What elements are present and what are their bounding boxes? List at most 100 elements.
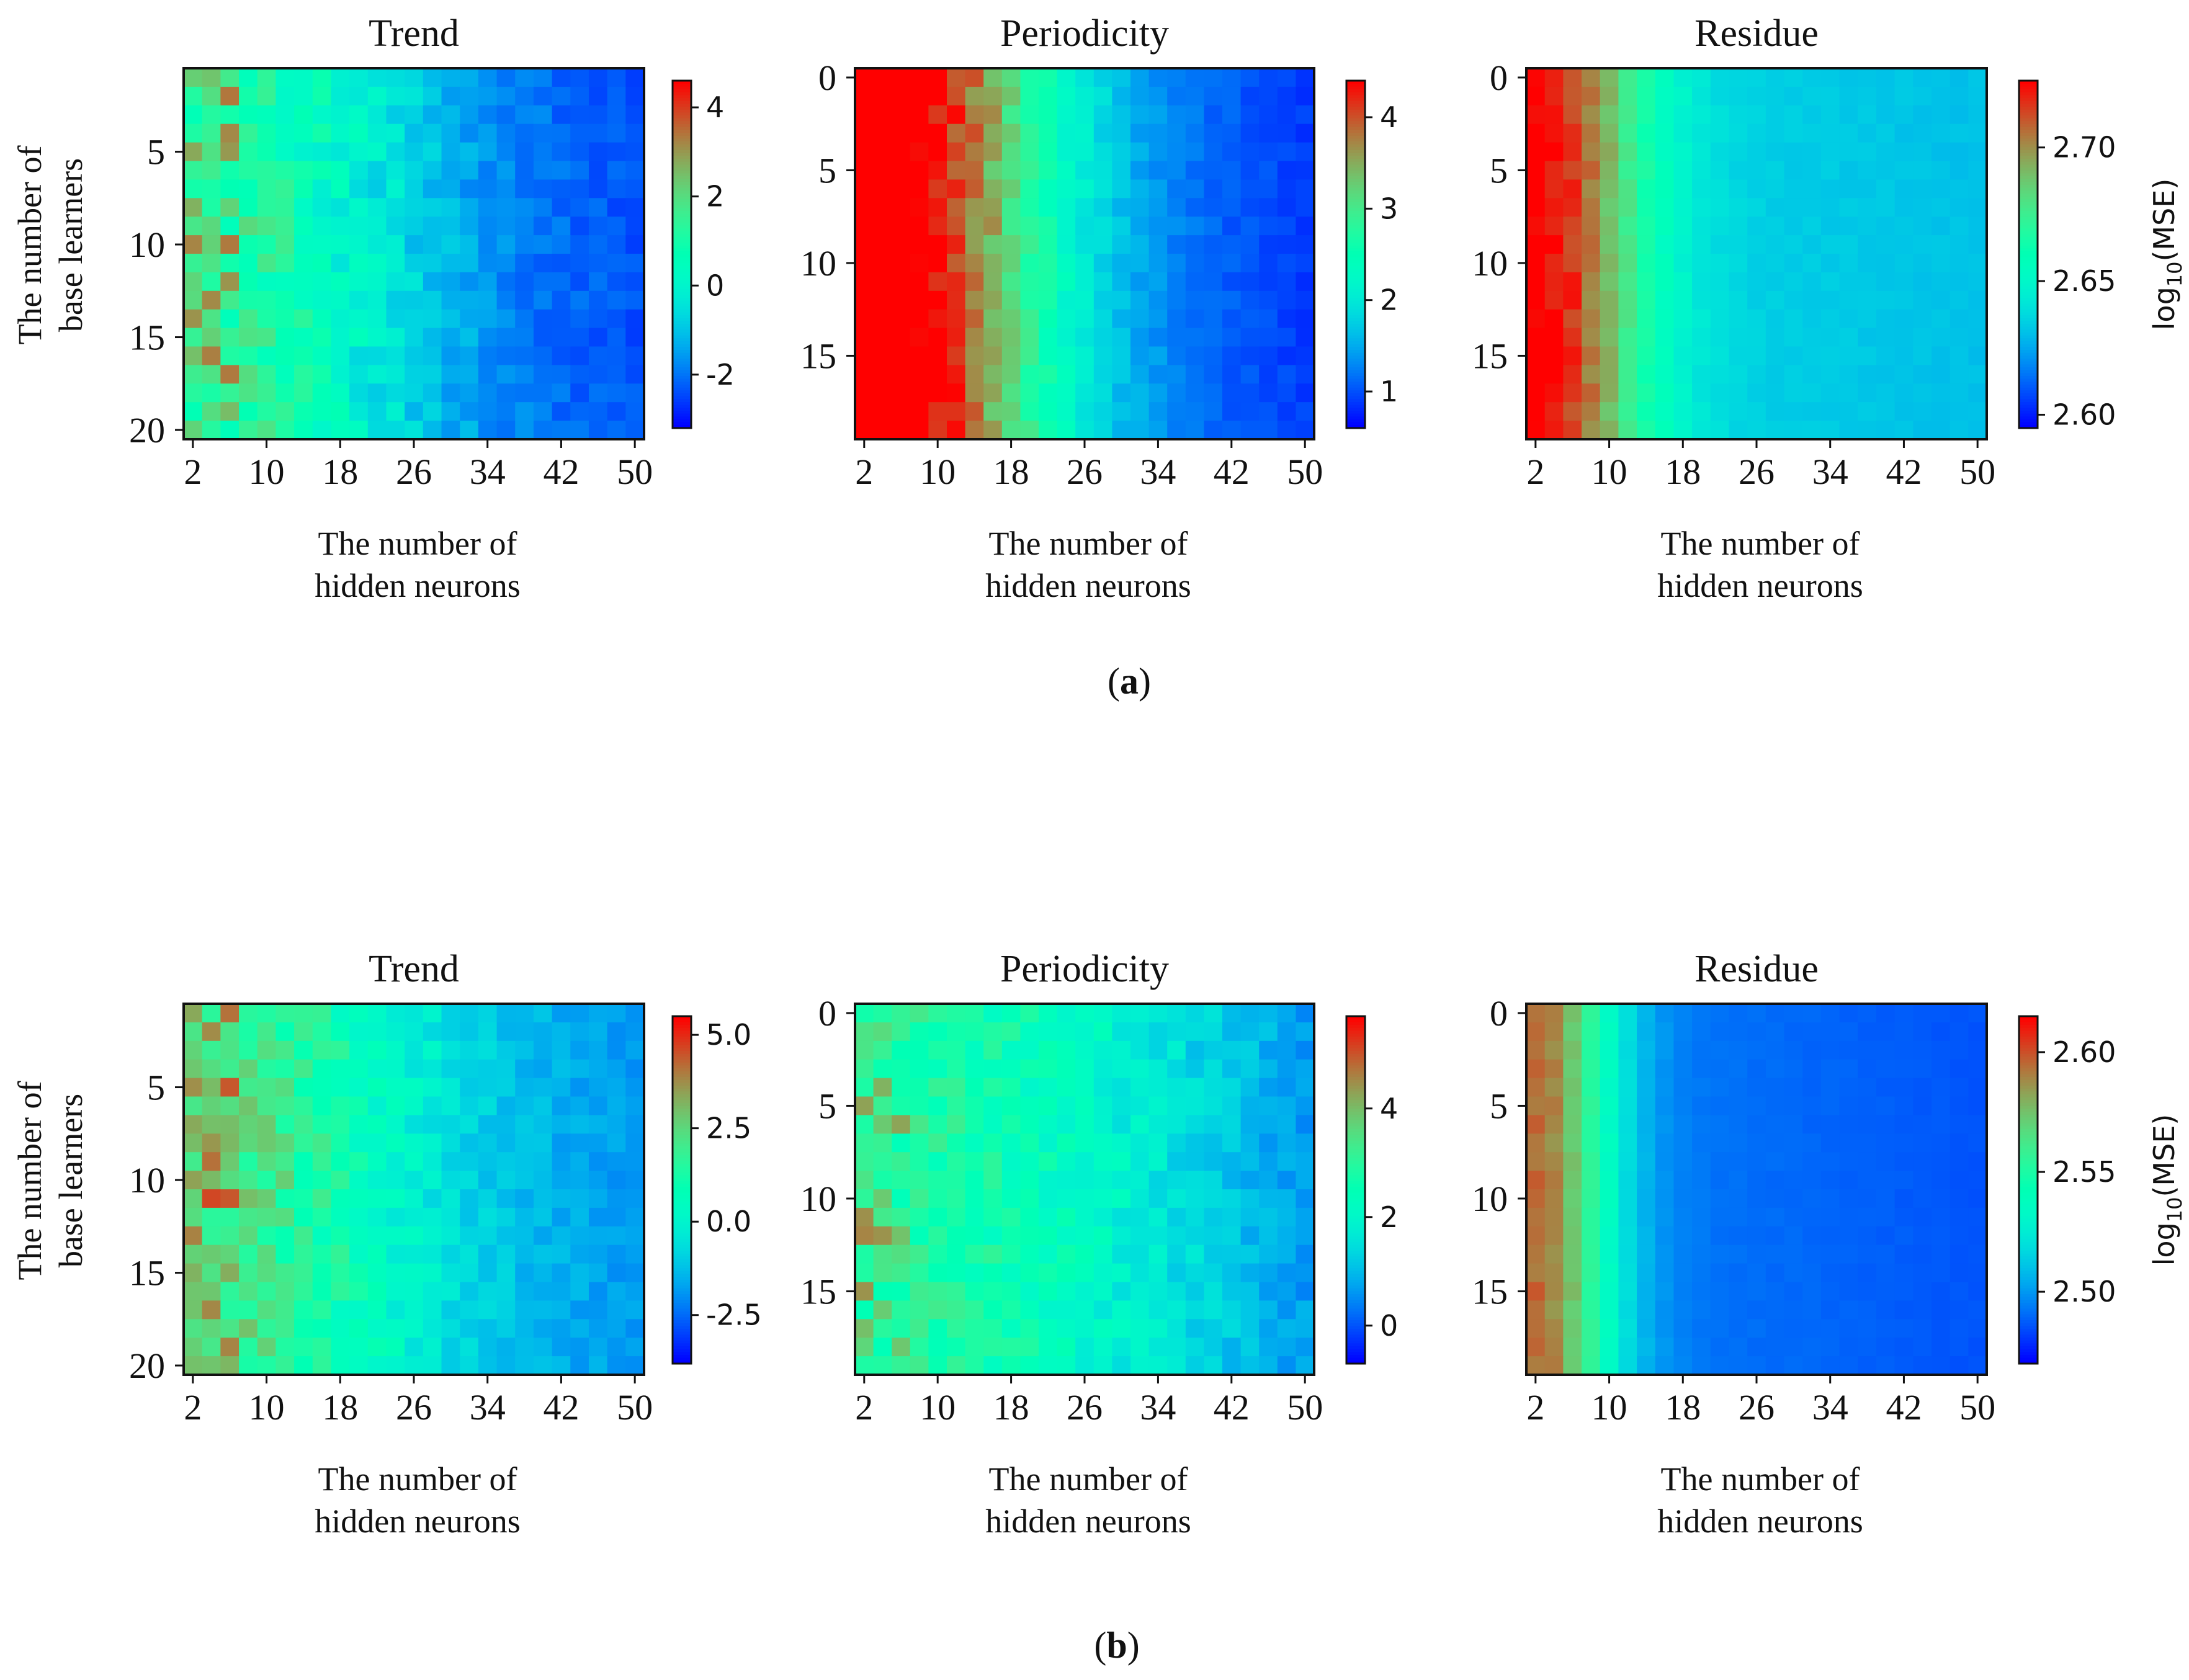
heatmap-cell [1876,235,1896,254]
heatmap-cell [220,179,239,199]
heatmap-cell [533,1059,553,1079]
heatmap-cell [892,1282,911,1301]
heatmap-cell [928,1300,947,1320]
heatmap-cell [965,1133,984,1153]
colorbar-gradient-step [2019,1173,2038,1176]
colorbar-gradient-step [673,393,691,397]
heatmap-cell [220,383,239,403]
heatmap-cell [423,309,442,329]
colorbar-gradient-step [1346,1300,1365,1303]
heatmap-cell [552,1115,571,1134]
heatmap-cell [892,161,911,180]
heatmap-cell [1655,105,1675,125]
heatmap-cell [441,1244,460,1264]
heatmap-cell [855,235,874,254]
heatmap-cell [1820,105,1840,125]
heatmap-cell [1710,1022,1730,1042]
heatmap-cell [1765,309,1785,329]
heatmap-cell [965,1226,984,1246]
colorbar-gradient-step [1346,1071,1365,1075]
heatmap-cell [1858,1356,1877,1375]
heatmap-cell [607,346,626,365]
heatmap-cell [1894,1207,1914,1227]
x-tick-label: 26 [1067,1387,1103,1428]
heatmap-cell [239,123,258,143]
heatmap-cell [1240,1004,1260,1023]
heatmap-cell [1747,1189,1766,1209]
heatmap-cell [910,1300,929,1320]
colorbar-gradient-step [673,312,691,316]
heatmap-cell [294,1004,313,1023]
heatmap-cell [1167,105,1186,125]
heatmap-cell [1913,1022,1932,1042]
heatmap-cell [570,272,589,292]
heatmap-cell [873,105,892,125]
heatmap-cell [1729,1282,1748,1301]
heatmap-cell [1692,328,1711,347]
heatmap-cell [1167,1189,1186,1209]
heatmap-cell [331,1040,350,1060]
heatmap-cell [625,1300,645,1320]
colorbar-gradient-step [2019,1251,2038,1254]
heatmap-cell [386,1040,405,1060]
heatmap-cell [873,1040,892,1060]
colorbar-gradient-step [673,1120,691,1124]
colorbar-gradient-step [1346,243,1365,246]
heatmap-cell [1747,198,1766,217]
heatmap-cell [312,1207,332,1227]
colorbar-gradient-step [673,1192,691,1197]
heatmap-cell [1039,198,1058,217]
x-tick-label: 10 [1591,452,1627,492]
heatmap-cell [892,1096,911,1115]
heatmap-cell [570,1115,589,1134]
colorbar-gradient-step [673,396,691,400]
heatmap-cell [1600,254,1619,273]
heatmap-cell [1204,1004,1223,1023]
heatmap-cell [1185,1133,1204,1153]
colorbar-gradient-step [2019,217,2038,220]
heatmap-cell [1526,105,1546,125]
heatmap-cell [1802,1263,1822,1283]
heatmap-cell [1839,421,1858,440]
heatmap-cell [1057,1282,1076,1301]
heatmap-cell [1673,105,1693,125]
heatmap-cell [855,290,874,310]
colorbar-gradient-step [2019,378,2038,383]
colorbar-gradient-step [2019,1143,2038,1147]
heatmap-cell [331,123,350,143]
heatmap-cell [947,1226,966,1246]
heatmap-cell [1277,1319,1296,1338]
heatmap-cell [423,1059,442,1079]
x-tick-label: 10 [920,452,956,492]
heatmap-cell [892,383,911,403]
heatmap-cell [1130,346,1150,365]
heatmap-cell [1075,1244,1094,1264]
heatmap-cell [625,1171,645,1190]
heatmap-cell [1277,1244,1296,1264]
x-tick-label: 2 [1526,452,1544,492]
heatmap-cell [1185,1282,1204,1301]
heatmap-cell [423,1207,442,1227]
heatmap-cell [312,290,332,310]
colorbar-gradient-step [2019,387,2038,391]
heatmap-cell [312,235,332,254]
heatmap-cell [552,1096,571,1115]
heatmap-cell [1876,328,1896,347]
heatmap-cell [460,1004,479,1023]
heatmap-cell [1765,383,1785,403]
heatmap-cell [1913,346,1932,365]
heatmap-cell [496,290,516,310]
heatmap-cell [1148,1059,1168,1079]
colorbar-label-tail: (MSE) [2147,1114,2181,1197]
colorbar-gradient-step [2019,243,2038,246]
colorbar-tick-label: 0.0 [706,1205,751,1238]
heatmap-cell [552,309,571,329]
heatmap-cell [1039,1189,1058,1209]
heatmap-cell [1931,383,1951,403]
heatmap-cell [1637,68,1656,87]
x-tick-label: 18 [1665,1387,1701,1428]
heatmap-cell [496,235,516,254]
heatmap-cell [533,1207,553,1227]
heatmap-cell [1913,1096,1932,1115]
heatmap-cell [515,1356,534,1375]
